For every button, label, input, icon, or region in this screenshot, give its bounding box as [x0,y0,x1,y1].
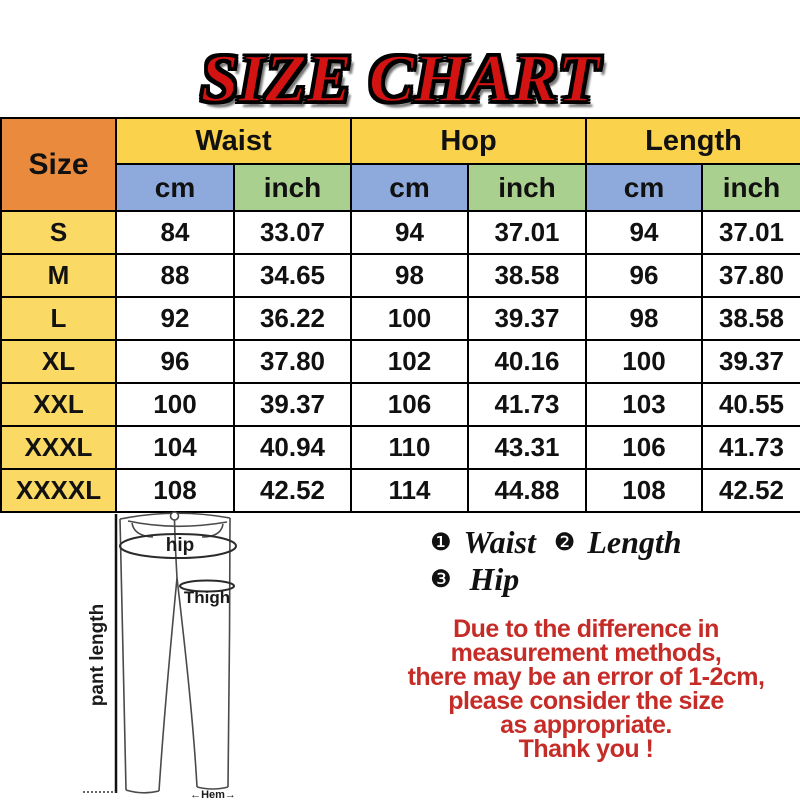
thigh-measure-ellipse [179,579,235,593]
legend-line-1: ❶ Waist ❷ Length [430,523,682,560]
thigh-label: Thigh [184,588,230,607]
measurement-value: 40.16 [467,339,587,384]
measurement-value: 100 [585,339,703,384]
size-label: XXL [0,382,117,427]
hip-measure-ellipse [119,533,237,559]
size-label: XXXL [0,425,117,470]
measurement-disclaimer: Due to the difference in measurement met… [390,615,782,763]
measurement-value: 104 [115,425,235,470]
measurement-value: 106 [585,425,703,470]
measurement-value: 84 [115,210,235,255]
unit-inch-header: inch [233,163,352,212]
legend-line-2: ❸ Hip [430,560,682,597]
waist-group-header: Waist [115,117,352,165]
measurement-value: 108 [585,468,703,513]
bullet-3-icon: ❸ [430,564,452,593]
measurement-value: 42.52 [233,468,352,513]
note-line: please consider the size [448,687,724,715]
measurement-value: 92 [115,296,235,341]
measurement-value: 102 [350,339,469,384]
measurement-value: 96 [115,339,235,384]
table-row: S 84 33.07 94 37.01 94 37.01 [0,210,800,255]
table-row: XL 96 37.80 102 40.16 100 39.37 [0,339,800,384]
corner-size-header: Size [0,117,117,212]
measurement-value: 41.73 [467,382,587,427]
measurement-value: 37.80 [233,339,352,384]
measurement-value: 36.22 [233,296,352,341]
measurement-value: 88 [115,253,235,298]
size-label: M [0,253,117,298]
measurement-value: 94 [585,210,703,255]
measurement-value: 100 [350,296,469,341]
measurement-value: 41.73 [701,425,800,470]
measurement-value: 39.37 [467,296,587,341]
unit-inch-header: inch [467,163,587,212]
size-label: L [0,296,117,341]
measurement-value: 34.65 [233,253,352,298]
size-label: XL [0,339,117,384]
hip-label: hip [166,535,195,556]
bullet-2-icon: ❷ [553,527,576,556]
measurement-value: 38.58 [467,253,587,298]
measurement-value: 114 [350,468,469,513]
note-line: Due to the difference in [453,615,719,643]
legend-length: Length [587,523,682,560]
table-row: XXXXL 108 42.52 114 44.88 108 42.52 [0,468,800,513]
size-label: XXXXL [0,468,117,513]
hem-label: ←Hem→ [190,789,236,800]
legend-waist: Waist [463,523,536,560]
measurement-value: 37.80 [701,253,800,298]
measurement-value: 43.31 [467,425,587,470]
table-row: XXL 100 39.37 106 41.73 103 40.55 [0,382,800,427]
measurement-value: 94 [350,210,469,255]
measurement-value: 96 [585,253,703,298]
measurement-value: 37.01 [701,210,800,255]
table-row: L 92 36.22 100 39.37 98 38.58 [0,296,800,341]
measurement-value: 33.07 [233,210,352,255]
measurement-value: 39.37 [701,339,800,384]
note-line: as appropriate. [500,711,672,739]
hop-group-header: Hop [350,117,587,165]
legend-hip: Hip [469,560,520,597]
unit-cm-header: cm [350,163,469,212]
table-row: M 88 34.65 98 38.58 96 37.80 [0,253,800,298]
pants-measurement-diagram: pant length [83,511,237,800]
measurement-value: 39.37 [233,382,352,427]
measurement-value: 38.58 [701,296,800,341]
note-line: measurement methods, [450,639,722,667]
measurement-value: 40.94 [233,425,352,470]
measurement-value: 108 [115,468,235,513]
size-label: S [0,210,117,255]
measurement-value: 42.52 [701,468,800,513]
measurement-legend: ❶ Waist ❷ Length ❸ Hip [430,523,682,597]
measurement-value: 98 [350,253,469,298]
length-group-header: Length [585,117,800,165]
group-header-row: Size Waist Hop Length [0,117,800,212]
unit-cm-header: cm [585,163,703,212]
waist-button-icon [169,511,180,521]
measurement-value: 110 [350,425,469,470]
measurement-value: 37.01 [467,210,587,255]
measurement-value: 103 [585,382,703,427]
note-line: there may be an error of 1-2cm, [407,663,765,691]
measurement-value: 106 [350,382,469,427]
unit-header-row: cm inch cm inch cm inch [1,163,800,212]
table-row: XXXL 104 40.94 110 43.31 106 41.73 [0,425,800,470]
unit-cm-header: cm [115,163,235,212]
measurement-value: 100 [115,382,235,427]
bullet-1-icon: ❶ [430,527,452,556]
pant-length-label: pant length [87,604,108,706]
note-line: Thank you ! [518,735,654,763]
measurement-value: 98 [585,296,703,341]
measurement-value: 40.55 [701,382,800,427]
measurement-value: 44.88 [467,468,587,513]
size-chart-table: Size Waist Hop Length cm inch cm inch cm… [0,117,800,513]
unit-inch-header: inch [701,163,800,212]
table-body: S 84 33.07 94 37.01 94 37.01 M 88 34.65 98 38.58 96 3… [0,210,800,513]
page-title: SIZE CHART [200,39,600,117]
